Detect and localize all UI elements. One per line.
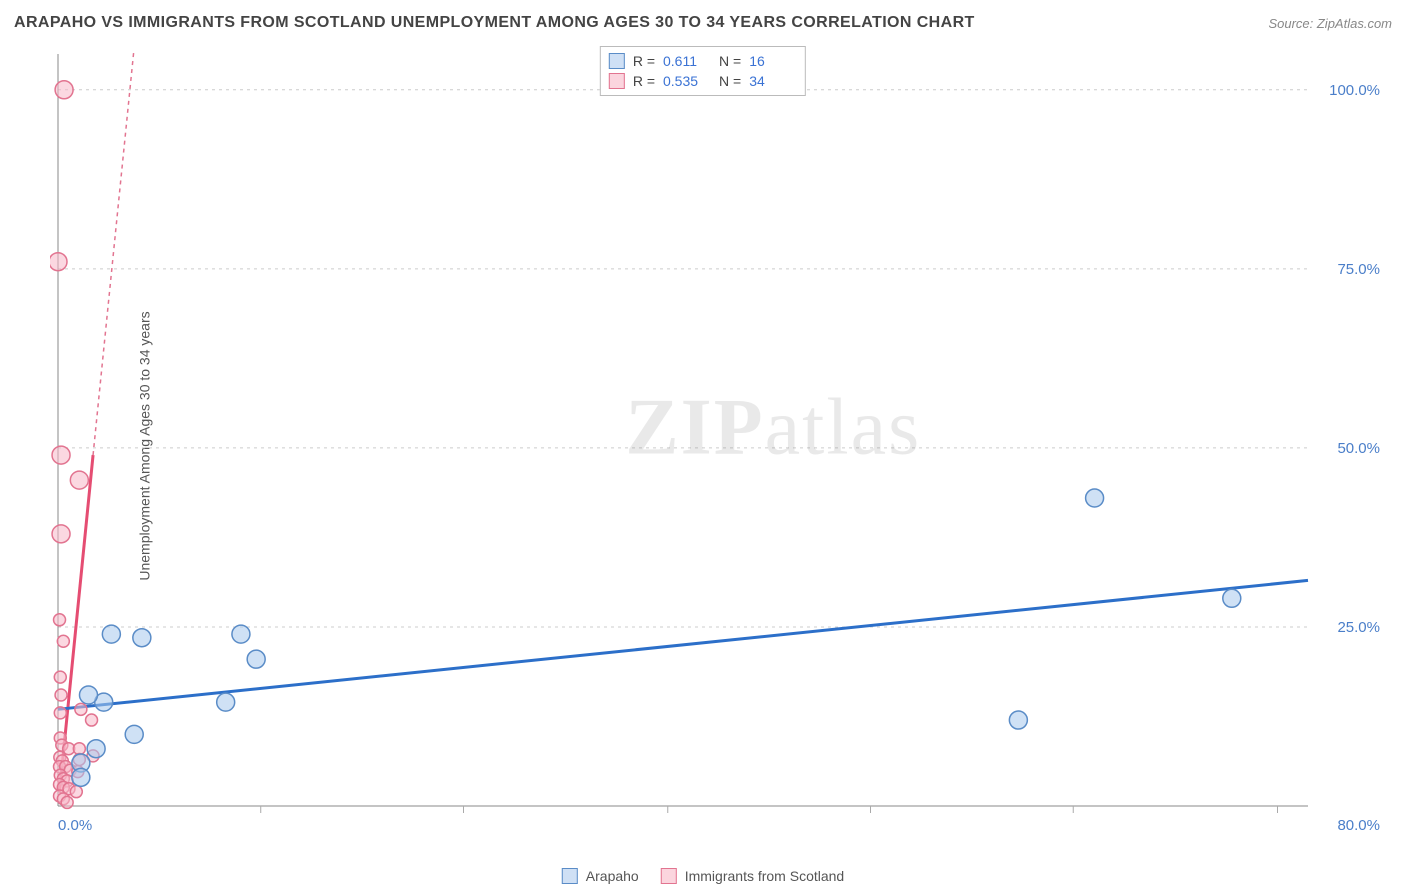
legend-label: Arapaho — [586, 868, 639, 884]
swatch-blue-icon — [562, 868, 578, 884]
legend-item-arapaho: Arapaho — [562, 868, 639, 884]
r-label: R = — [633, 73, 655, 89]
swatch-blue-icon — [609, 53, 625, 69]
legend-label: Immigrants from Scotland — [685, 868, 845, 884]
svg-text:25.0%: 25.0% — [1337, 619, 1380, 636]
legend: Arapaho Immigrants from Scotland — [562, 868, 844, 884]
svg-text:0.0%: 0.0% — [58, 817, 92, 832]
legend-item-scotland: Immigrants from Scotland — [661, 868, 845, 884]
stat-row-blue: R = 0.611 N = 16 — [609, 51, 797, 71]
n-label: N = — [719, 73, 741, 89]
svg-text:75.0%: 75.0% — [1337, 261, 1380, 278]
stats-box: R = 0.611 N = 16 R = 0.535 N = 34 — [600, 46, 806, 96]
swatch-pink-icon — [661, 868, 677, 884]
scatter-plot: 25.0% 50.0% 75.0% 100.0% 0.0% 80.0% — [50, 50, 1386, 832]
svg-text:100.0%: 100.0% — [1329, 82, 1380, 99]
r-value: 0.535 — [663, 73, 711, 89]
stat-row-pink: R = 0.535 N = 34 — [609, 71, 797, 91]
chart-area: 25.0% 50.0% 75.0% 100.0% 0.0% 80.0% — [50, 50, 1386, 832]
n-value: 16 — [749, 53, 797, 69]
swatch-pink-icon — [609, 73, 625, 89]
n-value: 34 — [749, 73, 797, 89]
svg-text:80.0%: 80.0% — [1337, 817, 1380, 832]
n-label: N = — [719, 53, 741, 69]
r-value: 0.611 — [663, 53, 711, 69]
r-label: R = — [633, 53, 655, 69]
source-label: Source: ZipAtlas.com — [1268, 16, 1392, 31]
chart-title: ARAPAHO VS IMMIGRANTS FROM SCOTLAND UNEM… — [14, 14, 975, 32]
svg-text:50.0%: 50.0% — [1337, 440, 1380, 457]
